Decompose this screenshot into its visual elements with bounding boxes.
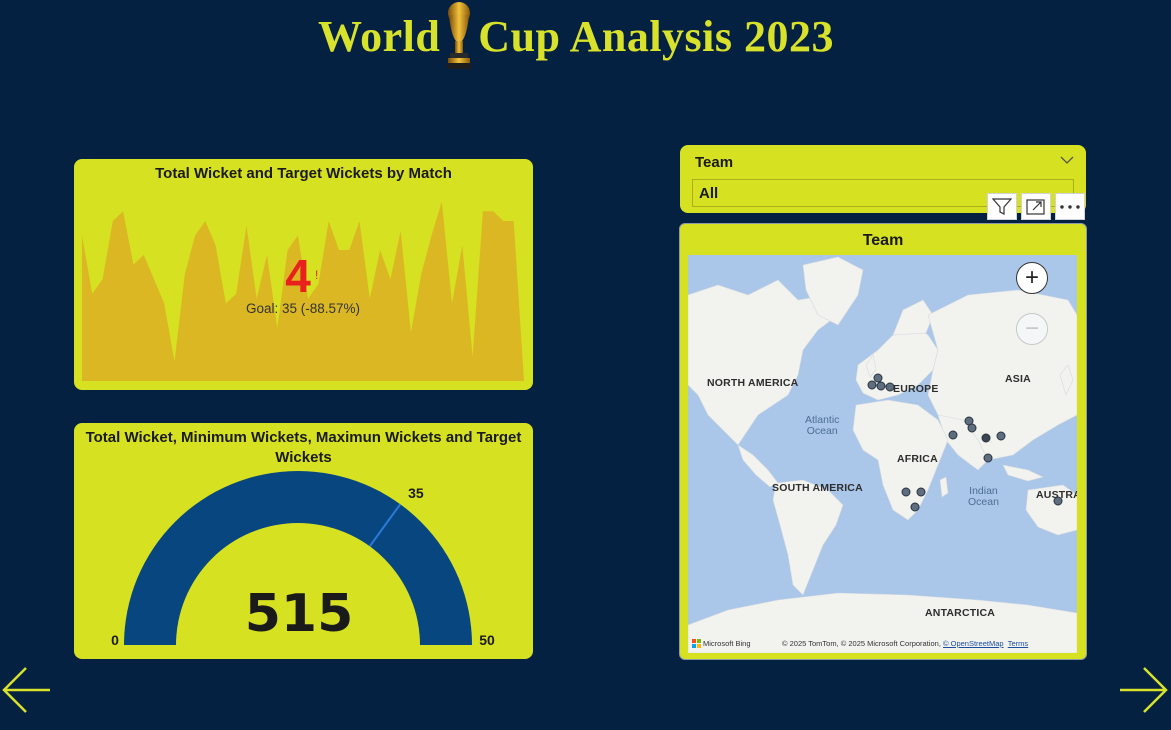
location-dot [867, 380, 877, 390]
label-indian-ocean: Indian Ocean [968, 486, 999, 508]
label-europe: EUROPE [893, 383, 939, 395]
slicer-label: Team [695, 154, 734, 171]
bing-label: Microsoft Bing [703, 639, 751, 648]
map-copyright: © 2025 TomTom, © 2025 Microsoft Corporat… [782, 639, 1028, 648]
plus-icon: + [1024, 264, 1039, 291]
atlantic-ocean-text: Atlantic Ocean [805, 414, 840, 437]
indian-ocean-text: Indian Ocean [968, 485, 999, 508]
title-left: World [318, 11, 441, 61]
location-dot [948, 430, 958, 440]
team-map-card[interactable]: Team [679, 223, 1087, 660]
location-dot [885, 382, 895, 392]
bing-attribution: Microsoft Bing [692, 639, 751, 648]
label-south-america: SOUTH AMERICA [772, 482, 863, 494]
label-australia: AUSTRA [1036, 489, 1077, 501]
title-right: Cup Analysis 2023 [478, 11, 835, 61]
kpi-total-wickets-card[interactable]: 4 ! Goal: 35 (-88.57%) Total Wicket and … [74, 159, 533, 390]
gauge-wickets-card[interactable]: Total Wicket, Minimum Wickets, Maximun W… [74, 423, 533, 659]
slicer-selected-value: All [699, 185, 719, 202]
gauge-target-label: 35 [408, 485, 424, 501]
location-dot [996, 431, 1006, 441]
minus-icon: − [1024, 315, 1039, 342]
label-asia: ASIA [1005, 373, 1031, 385]
location-dot [1053, 496, 1063, 506]
kpi-value: 4 [285, 250, 311, 302]
filter-button[interactable] [987, 193, 1017, 220]
gauge-card-title: Total Wicket, Minimum Wickets, Maximun W… [85, 429, 522, 466]
team-slicer[interactable]: Team All [680, 145, 1086, 213]
kpi-area-chart: 4 ! Goal: 35 (-88.57%) [82, 201, 524, 381]
gauge-fill [124, 471, 472, 645]
gauge-min-label: 0 [111, 632, 119, 648]
location-dot [876, 381, 886, 391]
kpi-goal-text: Goal: 35 (-88.57%) [246, 301, 360, 316]
visual-header-toolbar [987, 193, 1085, 220]
terms-link[interactable]: Terms [1007, 639, 1029, 648]
report-title: World Cup Analysis 2023 [318, 0, 834, 72]
label-atlantic-ocean: Atlantic Ocean [805, 415, 839, 437]
location-dot [981, 433, 991, 443]
map-card-title: Team [862, 232, 904, 249]
gauge-target-line [368, 503, 402, 547]
zoom-out-button[interactable]: − [1016, 313, 1048, 345]
osm-link[interactable]: © OpenStreetMap [943, 639, 1004, 648]
kpi-alert-marker: ! [315, 268, 318, 282]
copyright-text: © 2025 TomTom, © 2025 Microsoft Corporat… [782, 639, 941, 648]
world-map[interactable]: NORTH AMERICA EUROPE ASIA AFRICA SOUTH A… [688, 255, 1077, 653]
arrow-left-icon[interactable] [0, 664, 54, 716]
location-dot [910, 502, 920, 512]
label-africa: AFRICA [897, 453, 938, 465]
filter-icon [992, 197, 1012, 215]
gauge-max-label: 50 [479, 632, 495, 648]
label-antarctica: ANTARCTICA [925, 607, 996, 619]
arrow-right-icon[interactable] [1116, 664, 1170, 716]
location-dot [967, 423, 977, 433]
zoom-in-button[interactable]: + [1016, 262, 1048, 294]
kpi-trend-area [82, 201, 524, 381]
location-dot [873, 373, 883, 383]
map-footer: Microsoft Bing © 2025 TomTom, © 2025 Mic… [688, 635, 1077, 653]
kpi-card-title: Total Wicket and Target Wickets by Match [155, 165, 452, 182]
trophy-icon [447, 2, 472, 69]
team-location-dots [867, 373, 1063, 512]
chevron-down-icon[interactable] [1060, 155, 1074, 165]
more-options-button[interactable] [1055, 193, 1085, 220]
more-options-icon [1060, 204, 1080, 209]
focus-mode-button[interactable] [1021, 193, 1051, 220]
microsoft-logo-icon [692, 639, 701, 648]
location-dot [901, 487, 911, 497]
location-dot [983, 453, 993, 463]
gauge-chart: 515 0 50 35 [111, 471, 495, 648]
focus-mode-icon [1026, 198, 1045, 215]
label-north-america: NORTH AMERICA [707, 377, 799, 389]
gauge-value: 515 [245, 584, 354, 644]
location-dot [916, 487, 926, 497]
